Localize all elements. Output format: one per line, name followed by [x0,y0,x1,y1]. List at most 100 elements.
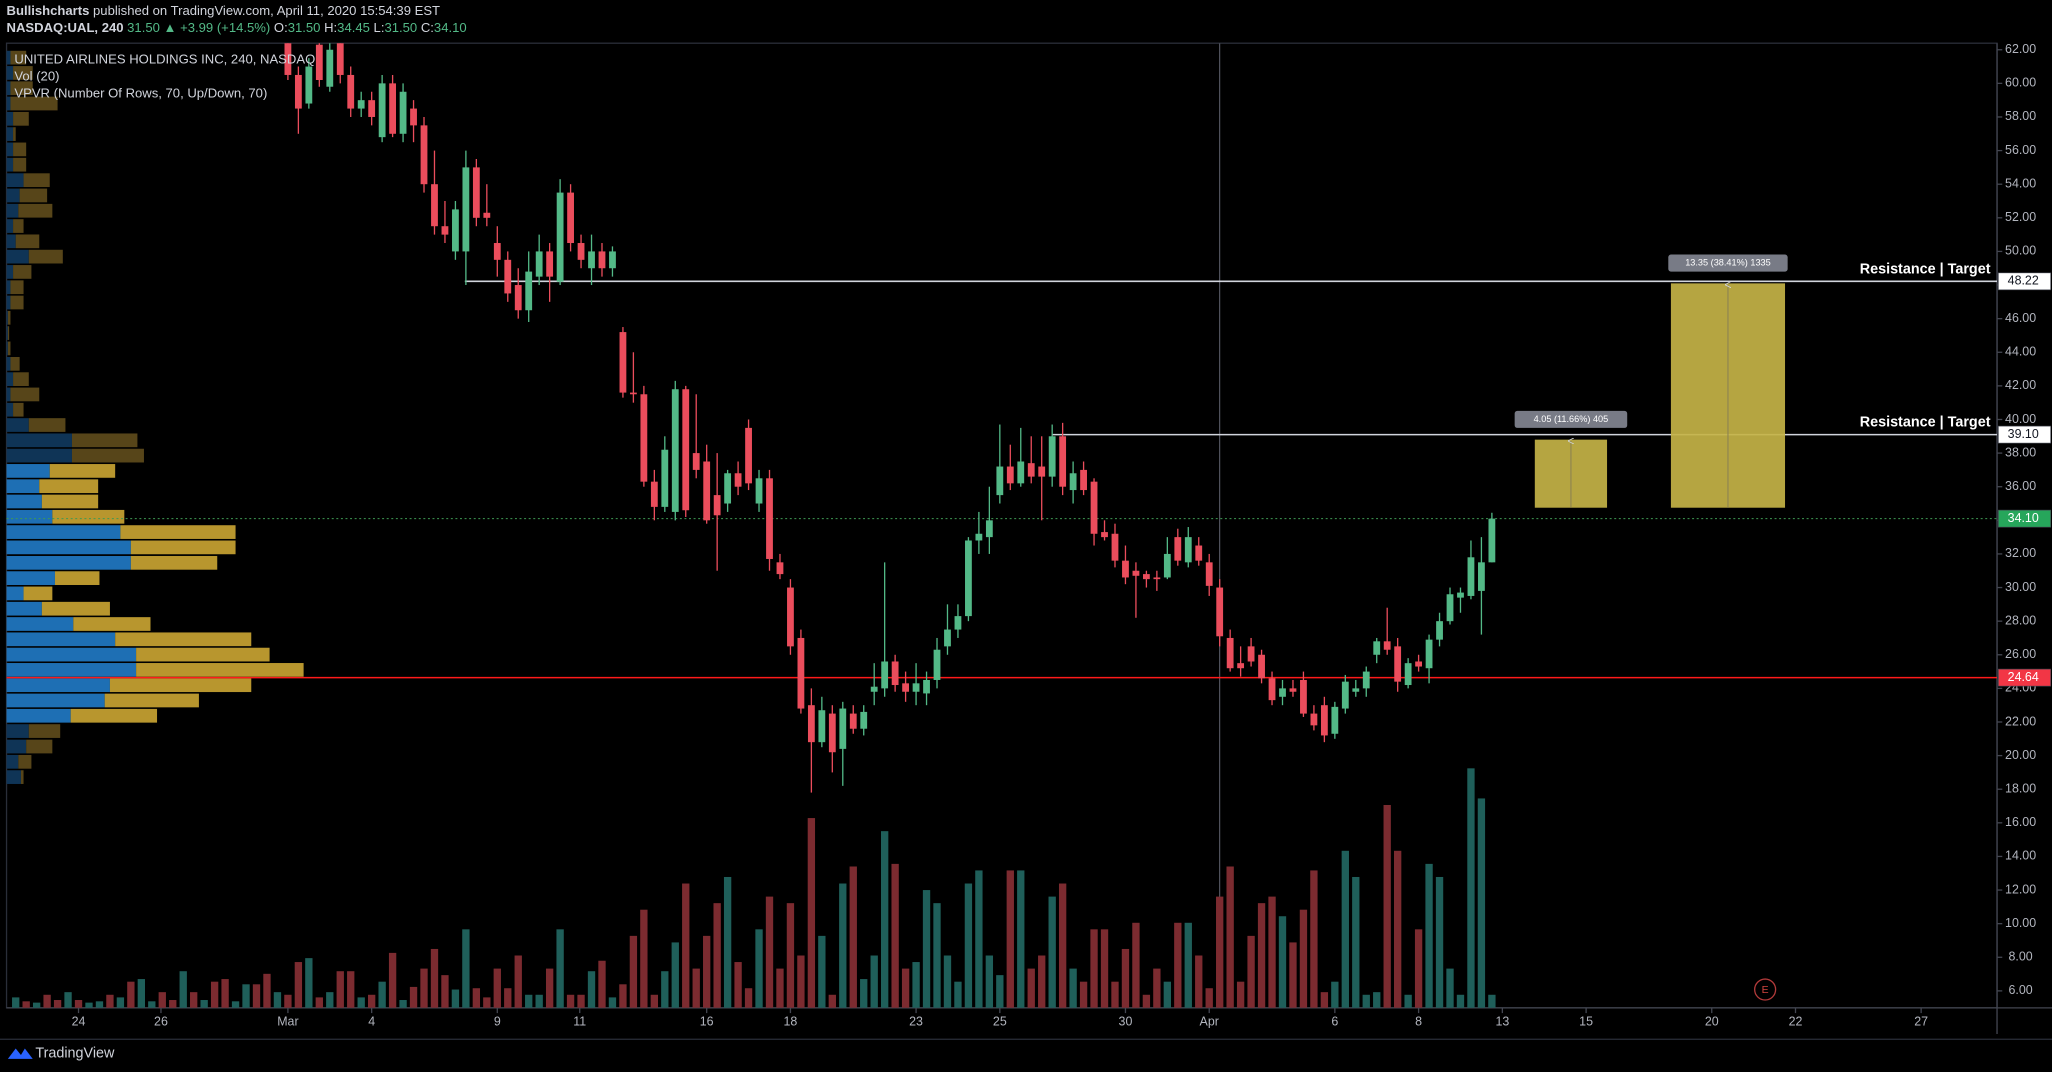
volume-bar [1299,909,1308,1008]
volume-bar [1027,968,1035,1008]
candle-body [807,705,815,743]
vpvr-up [6,418,29,432]
volume-bar [587,971,596,1008]
vpvr-up [6,632,116,647]
volume-bar [137,979,146,1008]
volume-bar [22,1001,30,1008]
vpvr-up [6,663,137,677]
price-badge-label: 39.10 [2008,427,2039,441]
vpvr-down [73,617,151,631]
vpvr-up [6,127,14,141]
volume-bar [901,968,910,1008]
volume-bar [556,929,564,1008]
candle-body [849,713,857,729]
volume-bar [776,968,784,1008]
vpvr-down [28,418,66,432]
y-tick-label: 14.00 [2005,849,2036,863]
candle-body [776,562,784,575]
candle-body [1415,661,1423,667]
vpvr-down [10,50,27,65]
published: published on TradingView.com, April 11, … [93,3,440,18]
candle-body [305,66,313,104]
volume-bar [996,975,1004,1008]
volume-bar [1100,929,1109,1008]
level-annotation: Resistance | Target [1860,261,1991,277]
volume-bar [32,1002,41,1008]
x-tick-label: 4 [368,1015,375,1029]
vpvr-down [23,173,50,188]
volume-bar [179,971,187,1008]
vpvr-up [6,326,8,340]
candle-body [881,661,889,689]
candle-body [1488,518,1496,563]
vpvr-up [6,295,11,310]
candle-body [1027,463,1035,477]
volume-bar [221,979,229,1008]
volume-bar [1111,981,1119,1008]
candle-body [787,587,794,647]
candle-body [902,683,910,692]
vpvr-up [6,188,20,203]
vpvr-down [13,127,16,141]
vpvr-up [6,617,74,631]
volume-bar [1477,798,1486,1008]
volume-bar [608,997,617,1008]
volume-bar [954,981,962,1008]
vpvr-down [115,632,252,647]
volume-bar [305,958,313,1008]
candle-body [944,629,951,647]
volume-bar [828,994,836,1008]
candle-body [1320,705,1328,736]
volume-bar [964,883,973,1008]
volume-bar [765,896,774,1008]
y-tick-label: 36.00 [2005,479,2036,493]
volume-bar [535,994,543,1008]
candle-body [1038,466,1046,477]
vpvr-up [6,586,24,601]
x-tick-label: 15 [1579,1015,1593,1029]
volume-bar [231,1001,240,1008]
volume-bar [1048,896,1056,1008]
x-tick-label: 20 [1705,1015,1719,1029]
volume-bar [1236,981,1245,1008]
volume-bar [545,968,554,1008]
volume-bar [284,994,292,1008]
vpvr-down [71,448,144,463]
ohlc-value: 34.45 [337,20,370,35]
volume-bar [1132,922,1140,1008]
volume-bar [786,903,795,1008]
candle-body [1478,562,1485,591]
vpvr-up [6,249,29,264]
candle-body [713,495,721,516]
candle-body [671,389,679,512]
volume-bar [807,818,816,1008]
volume-bar [388,952,397,1008]
vpvr-down [120,525,236,539]
candle-body [1153,577,1161,580]
candle-body [661,449,669,507]
candle-body [703,461,711,521]
vpvr-up [6,433,72,448]
candle-body [650,481,658,507]
candle-body [535,251,543,277]
volume-bar [525,994,533,1008]
candle-body [609,251,616,269]
volume-bar [734,962,742,1008]
volume-bar [1446,968,1454,1008]
candle-body [1383,641,1391,650]
vpvr-up [6,173,24,188]
candle-body [284,43,292,75]
volume-bar [629,935,638,1008]
ohlc-value: 34.10 [434,20,467,35]
volume-bar [1268,896,1276,1008]
candle-body [1341,681,1349,709]
candle-body [1006,466,1014,484]
candle-body [619,332,627,393]
measure-label: 13.35 (38.41%) 1335 [1685,257,1771,267]
x-tick-label: 6 [1331,1015,1338,1029]
volume-bar [1163,981,1172,1008]
volume-bar [1006,870,1014,1008]
candle-body [682,389,690,511]
volume-bar [1373,992,1381,1008]
candle-body [1090,481,1098,534]
